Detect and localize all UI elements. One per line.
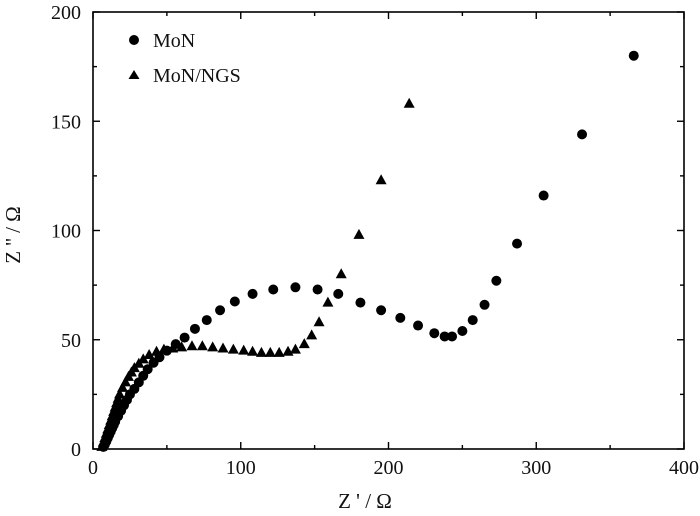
x-tick-label: 100 bbox=[226, 457, 256, 479]
x-tick-label: 300 bbox=[521, 457, 551, 479]
legend-label-mon: MoN bbox=[153, 30, 195, 52]
data-point-circle bbox=[479, 299, 490, 310]
y-tick-label: 50 bbox=[61, 330, 81, 352]
data-point-triangle bbox=[322, 296, 334, 307]
y-axis-title: Z '' / Ω bbox=[1, 206, 25, 264]
data-point-circle bbox=[628, 50, 639, 61]
data-point-triangle bbox=[313, 316, 325, 327]
axis-tick-labels: 0 100 200 300 400 0 50 100 150 200 bbox=[51, 2, 699, 479]
data-point-triangle bbox=[247, 345, 259, 356]
data-point-triangle bbox=[176, 341, 188, 352]
data-point-circle bbox=[312, 284, 323, 295]
data-point-circle bbox=[512, 238, 523, 249]
data-point-circle bbox=[457, 326, 468, 337]
x-axis-title: Z ' / Ω bbox=[338, 489, 392, 513]
data-point-circle bbox=[447, 331, 458, 342]
data-point-circle bbox=[577, 129, 588, 140]
data-point-triangle bbox=[217, 342, 229, 353]
series-layer bbox=[96, 50, 639, 452]
data-point-triangle bbox=[207, 341, 219, 352]
data-point-triangle bbox=[143, 349, 155, 360]
y-tick-label: 200 bbox=[51, 2, 81, 24]
data-point-triangle bbox=[273, 346, 285, 357]
data-point-circle bbox=[142, 364, 153, 375]
data-point-circle bbox=[491, 275, 502, 286]
data-point-circle bbox=[215, 305, 226, 316]
data-point-circle bbox=[201, 315, 212, 326]
data-point-circle bbox=[376, 305, 387, 316]
data-point-triangle bbox=[335, 268, 347, 279]
x-tick-label: 0 bbox=[88, 457, 98, 479]
data-point-triangle bbox=[186, 340, 198, 351]
data-point-circle bbox=[333, 288, 344, 299]
data-point-triangle bbox=[306, 329, 318, 340]
x-tick-label: 200 bbox=[374, 457, 404, 479]
series-mon-ngs bbox=[96, 97, 415, 451]
data-point-circle bbox=[290, 282, 301, 293]
data-point-triangle bbox=[114, 388, 126, 399]
data-point-triangle bbox=[353, 228, 365, 239]
data-point-triangle bbox=[227, 343, 239, 354]
legend-label-mon-ngs: MoN/NGS bbox=[153, 65, 241, 87]
x-tick-label: 400 bbox=[669, 457, 699, 479]
legend: MoN MoN/NGS bbox=[128, 30, 241, 87]
data-point-circle bbox=[439, 331, 450, 342]
data-point-triangle bbox=[117, 381, 129, 392]
data-point-triangle bbox=[403, 97, 415, 108]
data-point-triangle bbox=[238, 344, 250, 355]
data-point-circle bbox=[467, 315, 478, 326]
data-point-triangle bbox=[289, 343, 301, 354]
y-tick-label: 100 bbox=[51, 221, 81, 243]
data-point-triangle bbox=[167, 342, 179, 353]
data-point-triangle bbox=[375, 174, 387, 185]
data-point-triangle bbox=[264, 346, 276, 357]
data-point-circle bbox=[413, 320, 424, 331]
series-mon bbox=[98, 50, 639, 452]
legend-marker-mon-ngs bbox=[128, 70, 140, 79]
data-point-circle bbox=[189, 323, 200, 334]
data-point-circle bbox=[229, 296, 240, 307]
data-point-circle bbox=[429, 328, 440, 339]
data-point-triangle bbox=[255, 346, 267, 357]
data-point-triangle bbox=[196, 340, 208, 351]
data-point-circle bbox=[395, 312, 406, 323]
legend-marker-mon bbox=[129, 35, 139, 45]
data-point-circle bbox=[247, 288, 258, 299]
y-tick-label: 150 bbox=[51, 111, 81, 133]
data-point-circle bbox=[179, 332, 190, 343]
data-point-circle bbox=[538, 190, 549, 201]
data-point-triangle bbox=[298, 338, 310, 349]
y-tick-label: 0 bbox=[71, 439, 81, 461]
data-point-circle bbox=[355, 297, 366, 308]
data-point-triangle bbox=[120, 376, 132, 387]
data-point-circle bbox=[268, 284, 279, 295]
axis-ticks bbox=[92, 11, 685, 450]
data-point-triangle bbox=[158, 343, 170, 354]
data-point-triangle bbox=[137, 353, 149, 364]
